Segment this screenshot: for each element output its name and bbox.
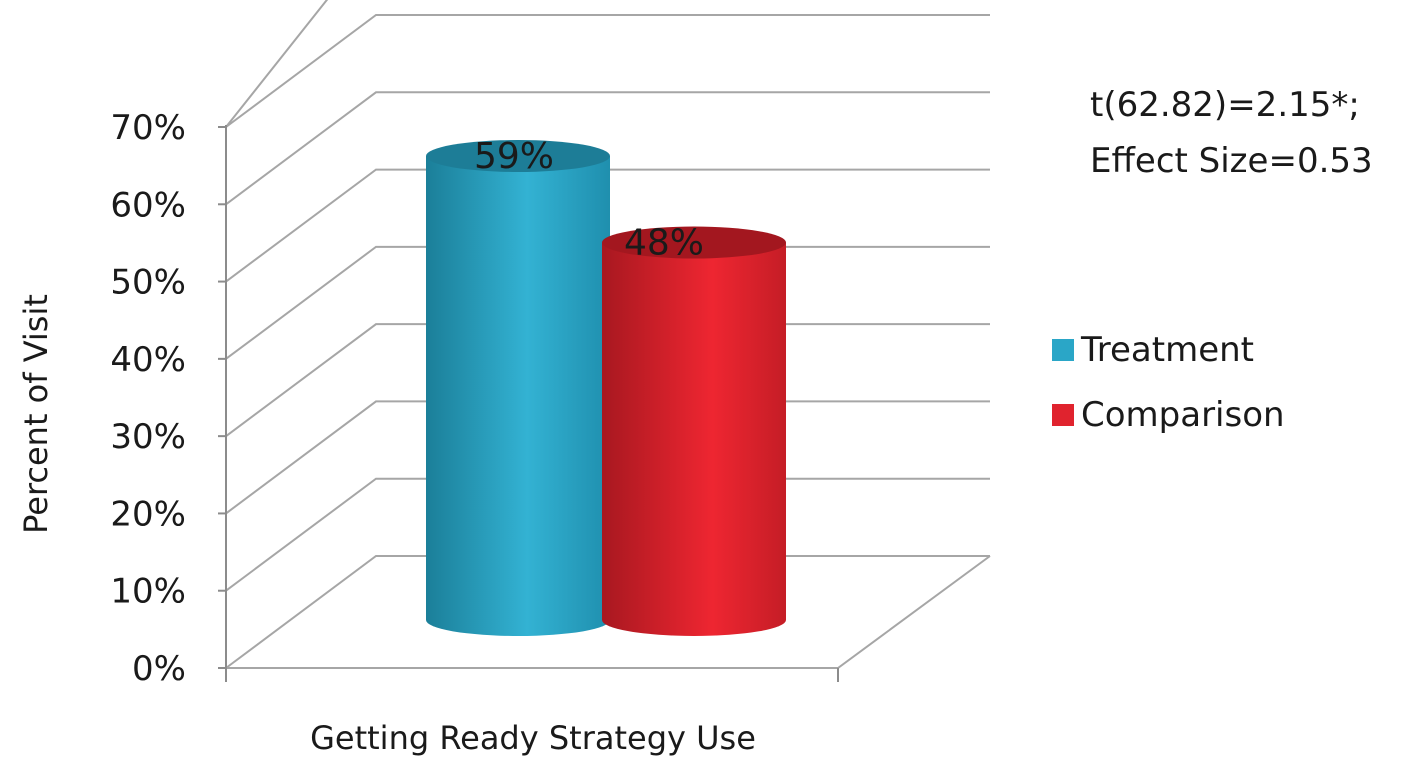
- bar-comparison: 48%: [602, 223, 786, 636]
- data-label-comparison: 48%: [624, 223, 704, 264]
- bar-comparison-body: [602, 242, 786, 636]
- stats-annotation: t(62.82)=2.15*; Effect Size=0.53: [1090, 85, 1373, 181]
- y-tick-label: 20%: [110, 494, 186, 534]
- grid: [225, 0, 991, 669]
- y-tick-label: 60%: [110, 185, 186, 225]
- data-label-treatment: 59%: [474, 136, 554, 177]
- legend-label-treatment: Treatment: [1080, 330, 1254, 370]
- y-tick-labels: 0% 10% 20% 30% 40% 50% 60% 70%: [110, 108, 186, 689]
- bar-treatment-top: [426, 140, 610, 172]
- legend-swatch-treatment: [1052, 339, 1074, 361]
- bar-treatment: 59%: [426, 136, 610, 636]
- legend-swatch-comparison: [1052, 404, 1074, 426]
- gridline: [225, 91, 990, 206]
- gridline-top: [225, 0, 329, 128]
- y-tick-label: 50%: [110, 263, 186, 303]
- y-tick-label: 40%: [110, 340, 186, 380]
- gridline: [225, 168, 990, 283]
- bar-treatment-body: [426, 156, 610, 636]
- y-tick-label: 10%: [110, 572, 186, 612]
- y-tick-label: 70%: [110, 108, 186, 148]
- x-axis-category-label: Getting Ready Strategy Use: [310, 719, 756, 757]
- annotation-effect-size: Effect Size=0.53: [1090, 141, 1373, 181]
- annotation-t-test: t(62.82)=2.15*;: [1090, 85, 1360, 125]
- y-tick-label: 0%: [132, 649, 186, 689]
- y-axis-title: Percent of Visit: [17, 294, 55, 534]
- y-tick-label: 30%: [110, 417, 186, 457]
- axes: [218, 125, 839, 682]
- bar-comparison-top: [602, 226, 786, 259]
- legend-label-comparison: Comparison: [1081, 395, 1285, 435]
- bars: 59% 48%: [426, 136, 786, 636]
- legend: Treatment Comparison: [1052, 330, 1285, 435]
- gridline: [225, 14, 990, 128]
